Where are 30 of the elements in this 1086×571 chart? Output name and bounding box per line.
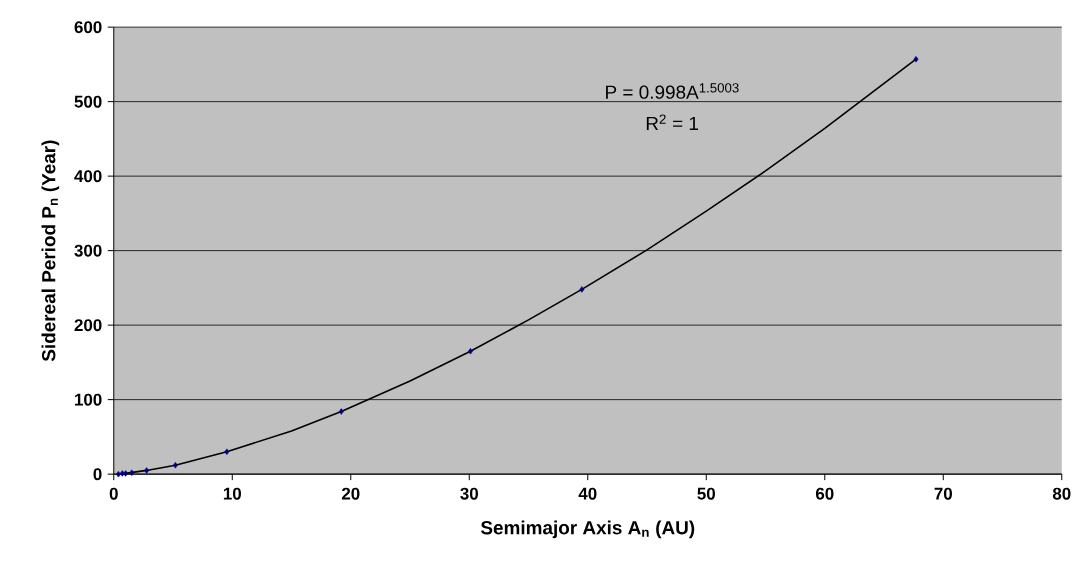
point (144, 467, 150, 474)
x-axis-title: Semimajor Axis A$_{n}$ (AU) (480, 520, 695, 539)
point (468, 348, 473, 355)
y-axis-title: Sidereal Period P$_{n}$ (Year) (41, 140, 60, 362)
annotation: P = 0.998A$^{1.5003}$ (606, 83, 739, 99)
point (579, 286, 585, 293)
y-tick-label: 500 (74, 95, 102, 108)
x-tick-label: 70 (934, 487, 952, 500)
x-tick-label: 30 (460, 487, 478, 500)
x-tick-label: 80 (1052, 487, 1071, 500)
x-tick-label: 10 (223, 487, 241, 500)
x-tick-label: 50 (697, 487, 715, 500)
y-tick-label: 600 (74, 21, 102, 34)
point (129, 469, 135, 476)
y-tick-label: 400 (74, 170, 102, 183)
point (913, 55, 919, 63)
annotation: R$^{2}$ = 1 (646, 114, 699, 130)
x-tick-label: 40 (578, 487, 597, 500)
point (115, 470, 121, 478)
y-tick-label: 300 (74, 244, 102, 257)
point (224, 448, 230, 455)
point (338, 408, 344, 415)
x-tick-label: 20 (341, 487, 360, 500)
y-tick-label: 0 (93, 468, 102, 481)
y-tick-label: 200 (74, 319, 102, 332)
x-tick-label: 0 (109, 487, 118, 500)
point (123, 470, 129, 477)
x-tick-label: 60 (815, 487, 834, 500)
y-tick-label: 100 (75, 393, 102, 406)
point (172, 461, 178, 469)
